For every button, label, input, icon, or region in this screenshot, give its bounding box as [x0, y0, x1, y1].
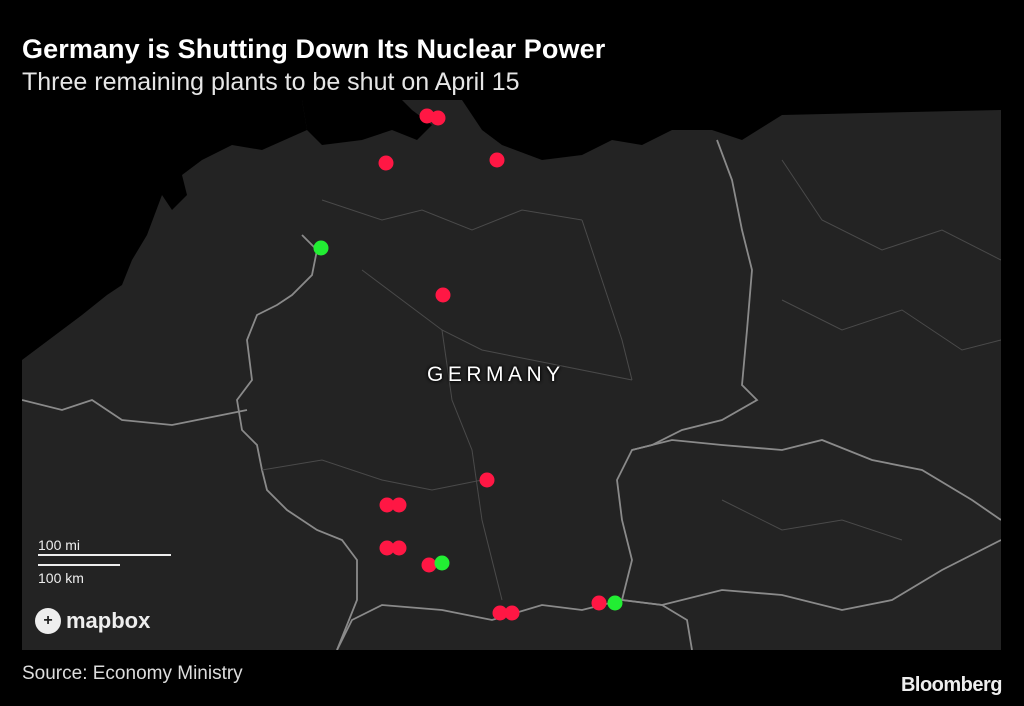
country-label-germany: GERMANY	[427, 363, 565, 386]
shut-plant-marker[interactable]	[430, 110, 446, 126]
scale-bar-miles	[38, 554, 171, 556]
shut-plant-marker[interactable]	[489, 152, 505, 168]
remaining-plant-marker[interactable]	[434, 555, 450, 571]
shut-plant-marker[interactable]	[391, 540, 407, 556]
scale-label-km: 100 km	[38, 570, 84, 586]
shut-plant-marker[interactable]	[378, 155, 394, 171]
plant-markers	[313, 108, 623, 621]
frisian-coast	[302, 100, 432, 145]
country-borders	[22, 139, 1001, 650]
shut-plant-marker[interactable]	[435, 287, 451, 303]
shut-plant-marker[interactable]	[379, 540, 395, 556]
chart-subtitle: Three remaining plants to be shut on Apr…	[22, 68, 520, 96]
map-canvas	[22, 100, 1001, 650]
bloomberg-logo: Bloomberg	[900, 674, 1003, 696]
shut-plant-marker[interactable]	[379, 497, 395, 513]
remaining-plant-marker[interactable]	[607, 595, 623, 611]
scale-label-miles: 100 mi	[38, 537, 81, 553]
north-sea	[22, 100, 307, 360]
scale-bar-km	[38, 564, 120, 566]
map[interactable]: GERMANY 100 mi 100 km + mapbox	[22, 100, 1001, 650]
shut-plant-marker[interactable]	[504, 605, 520, 621]
shut-plant-marker[interactable]	[492, 605, 508, 621]
mapbox-wordmark: mapbox	[66, 608, 151, 633]
chart-title: Germany is Shutting Down Its Nuclear Pow…	[22, 34, 606, 64]
remaining-plant-marker[interactable]	[313, 240, 329, 256]
shut-plant-marker[interactable]	[391, 497, 407, 513]
mapbox-attribution[interactable]: + mapbox	[35, 608, 150, 634]
state-borders	[261, 159, 1001, 601]
mapbox-logo-icon: +	[35, 608, 61, 634]
shut-plant-marker[interactable]	[479, 472, 495, 488]
baltic-sea	[462, 100, 1001, 160]
shut-plant-marker[interactable]	[591, 595, 607, 611]
source-note: Source: Economy Ministry	[22, 663, 243, 684]
shut-plant-marker[interactable]	[421, 557, 437, 573]
